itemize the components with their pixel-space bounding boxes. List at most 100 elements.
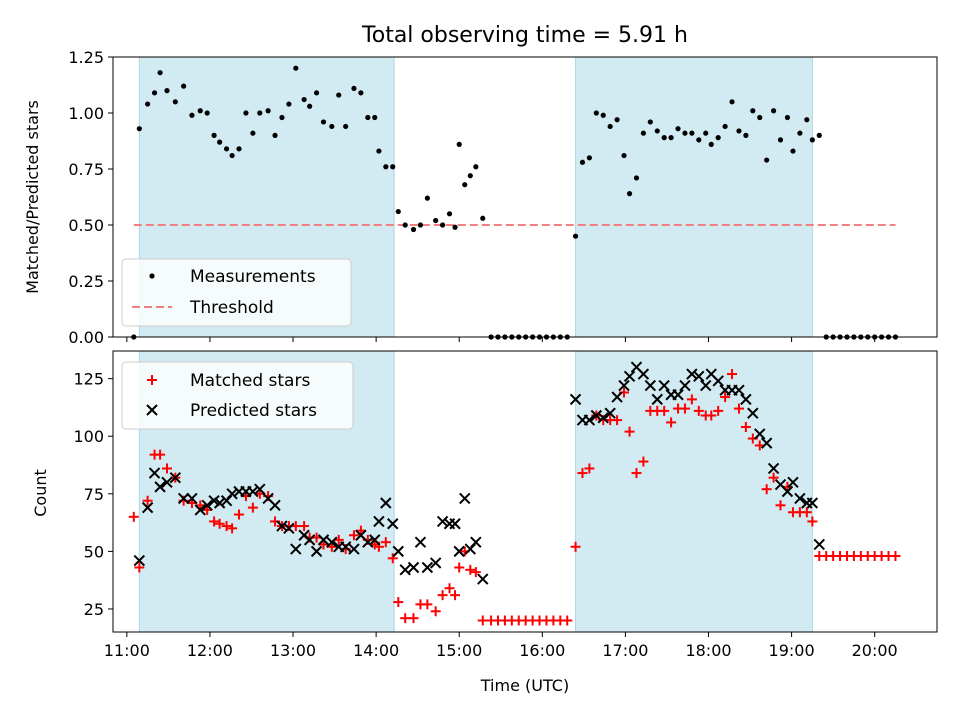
matched-star-point <box>727 369 738 380</box>
matched-star-point <box>693 405 704 416</box>
predicted-star-point <box>672 389 684 401</box>
measurement-point <box>151 90 158 96</box>
bottom-legend-box <box>121 361 354 430</box>
top-axes-frame <box>112 56 938 338</box>
predicted-star-point <box>213 497 226 509</box>
predicted-star-point <box>597 412 609 424</box>
top-legend: Measurements Threshold <box>121 258 352 327</box>
measurement-point <box>365 114 371 121</box>
predicted-star-point <box>169 471 182 484</box>
measurement-point <box>816 132 822 138</box>
bottom-y-tick-label: 50 <box>84 542 104 561</box>
matched-star-point <box>437 590 448 601</box>
predicted-star-point <box>459 492 471 505</box>
predicted-star-point <box>618 379 630 392</box>
measurement-point <box>757 114 763 121</box>
predicted-star-point <box>310 545 323 558</box>
predicted-star-point <box>604 407 616 419</box>
measurement-point <box>307 103 313 109</box>
measurement-point <box>286 101 292 107</box>
matched-star-point <box>155 449 166 460</box>
x-tick-label: 17:00 <box>602 641 648 660</box>
matched-star-point <box>162 463 173 474</box>
predicted-star-point <box>477 573 489 585</box>
predicted-star-point <box>133 554 146 567</box>
predicted-star-point <box>339 541 352 553</box>
matched-star-point <box>740 422 751 433</box>
predicted-star-point <box>693 370 705 383</box>
x-tick-label: 12:00 <box>187 641 233 660</box>
matched-star-point <box>221 521 232 532</box>
top-panel: 0.00 0.25 0.50 0.75 1.00 1.25 Measurements Thre… <box>68 48 938 347</box>
predicted-star-point <box>154 481 166 493</box>
predicted-star-point <box>740 393 752 406</box>
predicted-star-point <box>369 534 381 546</box>
measurement-point <box>272 132 278 138</box>
measurement-point <box>265 108 271 114</box>
predicted-star-point <box>637 368 650 380</box>
matched-star-point <box>624 426 635 437</box>
measurement-point <box>804 117 810 123</box>
measurement-point <box>229 152 235 159</box>
matched-star-point <box>713 405 724 416</box>
measurement-point <box>600 112 606 118</box>
top-legend-box <box>121 258 352 327</box>
predicted-star-point <box>569 393 582 406</box>
measurement-point <box>372 114 378 121</box>
measurement-point <box>320 119 327 125</box>
measurement-point <box>145 101 151 107</box>
predicted-star-point <box>247 485 259 498</box>
matched-star-point <box>577 468 588 479</box>
measurement-point <box>456 141 462 147</box>
matched-star-point <box>890 550 901 561</box>
measurement-point <box>467 173 473 179</box>
predicted-star-point <box>186 492 198 505</box>
measurement-point <box>376 148 382 154</box>
predicted-star-point <box>767 462 780 475</box>
measurement-point <box>390 164 396 170</box>
x-axis-label: Time (UTC) <box>480 676 569 695</box>
top-y-tick-label: 0.25 <box>68 272 104 291</box>
predicted-star-point <box>429 557 442 569</box>
matched-star-point <box>450 590 461 601</box>
measurement-point <box>204 110 210 116</box>
bottom-y-tick-label: 125 <box>73 370 104 389</box>
measurement-point <box>424 195 430 201</box>
measurement-point <box>402 222 408 228</box>
predicted-star-point <box>387 518 399 530</box>
measurement-point <box>301 96 307 103</box>
measurement-point <box>197 108 203 114</box>
measurement-point <box>189 112 195 118</box>
matched-star-point <box>393 597 404 608</box>
predicted-star-point <box>194 504 206 516</box>
x-tick-label: 20:00 <box>852 641 898 660</box>
matched-star-point <box>584 463 595 474</box>
x-tick-label: 19:00 <box>769 641 815 660</box>
predicted-star-point <box>611 391 623 403</box>
measurement-point <box>722 123 728 130</box>
predicted-star-point <box>787 476 799 488</box>
measurement-point <box>293 65 299 71</box>
measurement-point <box>682 130 688 136</box>
legend-measurement-marker <box>149 273 155 279</box>
matched-star-point <box>234 509 245 520</box>
measurement-point <box>181 83 187 89</box>
predicted-star-point <box>326 536 338 548</box>
predicted-star-point <box>623 370 636 383</box>
predicted-star-point <box>733 384 745 396</box>
measurement-point <box>647 119 653 125</box>
matched-star-point <box>348 530 359 541</box>
predicted-star-point <box>436 515 449 528</box>
matched-star-point <box>142 495 153 506</box>
matched-star-point <box>631 468 642 479</box>
matched-star-point <box>470 567 481 578</box>
measurement-point <box>480 215 486 221</box>
bottom-y-tick-label: 100 <box>73 427 104 446</box>
predicted-star-point <box>303 534 316 546</box>
measurement-point <box>279 114 285 121</box>
measurement-point <box>708 141 714 147</box>
legend-matched-marker <box>147 375 157 385</box>
predicted-star-point <box>317 534 330 546</box>
measurement-point <box>668 135 674 141</box>
measurement-point <box>313 90 320 96</box>
